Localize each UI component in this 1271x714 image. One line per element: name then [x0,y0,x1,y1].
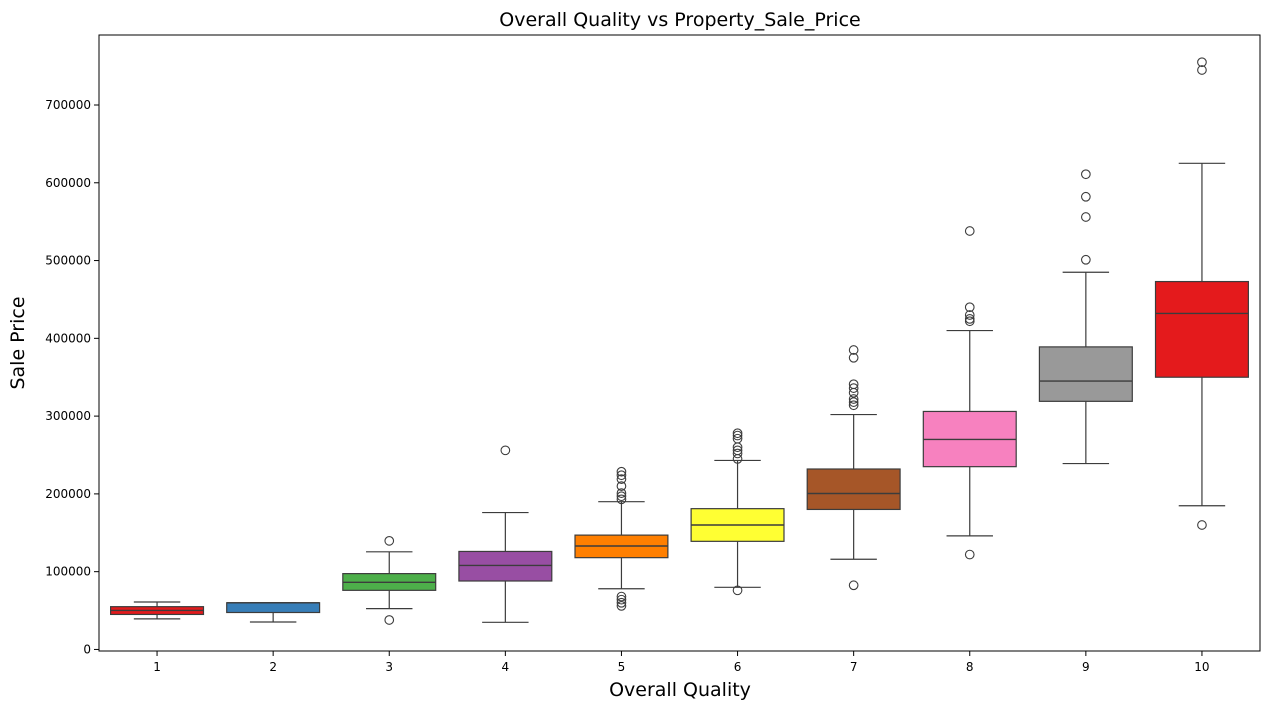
y-tick-label: 0 [83,642,91,656]
outlier-point [616,470,627,481]
x-tick-label: 7 [850,660,858,674]
x-tick-label: 3 [385,660,393,674]
outlier-point [848,345,859,355]
outlier-point [732,428,743,439]
outlier-point [616,488,627,498]
outlier-point [616,601,627,611]
y-axis-title: Sale Price [7,296,29,389]
outlier-point [732,454,743,464]
box-2 [226,602,321,614]
outlier-point [616,481,627,491]
y-tick-label: 400000 [45,331,91,345]
x-tick-label: 10 [1194,660,1209,674]
outlier-point [616,466,627,477]
plot-frame [98,34,1261,652]
box-9 [1038,346,1133,402]
box-10 [1154,280,1249,378]
outlier-point [848,387,859,398]
outlier-point [616,491,627,502]
chart-title: Overall Quality vs Property_Sale_Price [499,9,860,31]
box-4 [458,550,553,582]
x-tick-label: 6 [734,660,742,674]
y-tick-label: 500000 [45,254,91,268]
outlier-point [616,494,627,505]
y-tick-label: 100000 [45,565,91,579]
x-tick-label: 8 [966,660,974,674]
x-tick-label: 1 [153,660,161,674]
x-axis-title: Overall Quality [609,679,751,701]
y-tick-label: 200000 [45,487,91,501]
x-tick-label: 4 [502,660,510,674]
plot-area: 0 100000 200000 300000 400000 500000 600000 700… [45,34,1261,674]
outlier-point [964,302,975,313]
outlier-point [964,316,975,327]
outlier-point [1080,212,1091,222]
box-7 [806,468,901,511]
outlier-point [732,430,743,441]
outlier-point [1197,520,1207,530]
outlier-point [1197,57,1207,68]
y-tick-label: 700000 [45,98,91,112]
outlier-point [848,580,859,591]
x-tick-label: 9 [1082,660,1090,674]
outlier-point [616,594,627,605]
outlier-point [964,226,975,236]
y-tick-label: 300000 [45,409,91,423]
outlier-point [732,585,743,596]
outlier-point [848,400,859,411]
outlier-point [616,474,627,484]
outlier-point [1197,65,1207,75]
outlier-point [500,445,511,456]
outlier-point [732,442,743,453]
outlier-point [1080,254,1091,265]
outlier-point [616,597,627,608]
outlier-point [384,536,395,546]
outlier-point [848,352,859,363]
outlier-point [964,549,975,560]
x-tick-label: 5 [618,660,626,674]
outlier-point [848,383,859,393]
outlier-point [964,314,975,324]
y-tick-label: 600000 [45,176,91,190]
outlier-point [848,397,859,407]
outlier-point [1080,191,1091,202]
outlier-point [732,448,743,459]
outlier-point [848,394,859,404]
outlier-point [964,310,975,320]
outlier-point [384,615,395,625]
x-tick-label: 2 [269,660,277,674]
outlier-point [616,591,627,602]
outlier-point [1080,169,1091,180]
